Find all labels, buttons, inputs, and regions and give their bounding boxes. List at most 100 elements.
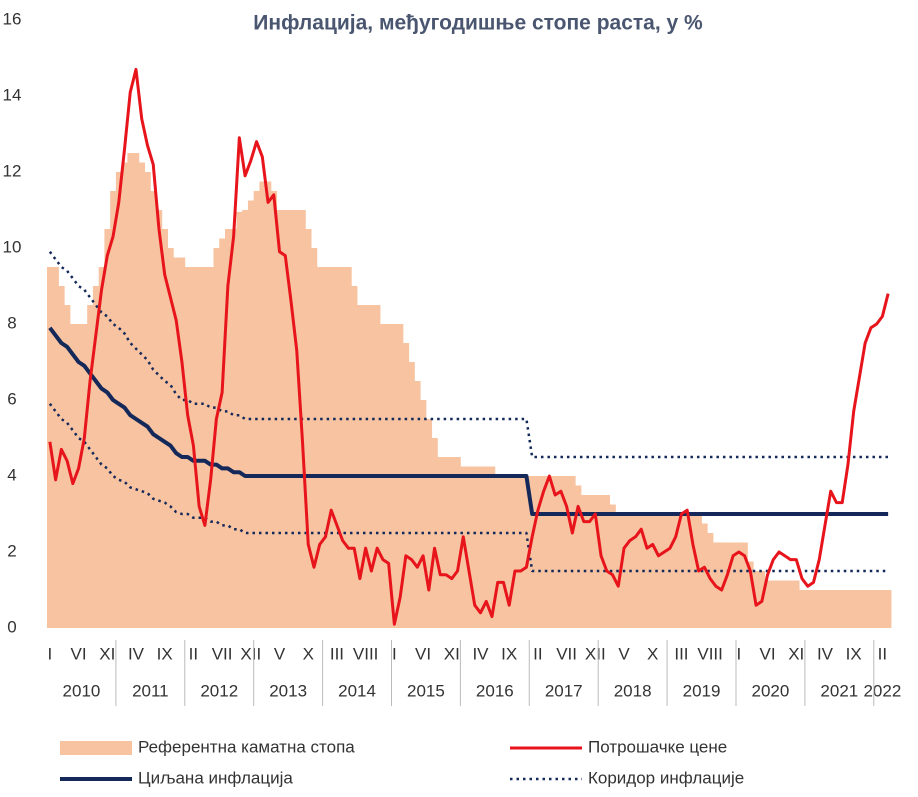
key-rate-bar xyxy=(247,200,255,628)
key-rate-bar xyxy=(477,466,484,628)
x-tick-label: III xyxy=(330,644,344,663)
cpi-line xyxy=(48,67,890,626)
key-rate-bar xyxy=(110,191,117,628)
key-rate-bar xyxy=(138,162,146,628)
key-rate-bar xyxy=(839,590,846,628)
x-tick-label: XII xyxy=(240,644,261,663)
year-label: 2012 xyxy=(200,681,238,700)
key-rate-bar xyxy=(357,305,364,628)
x-tick-label: XI xyxy=(444,644,460,663)
key-rate-bar xyxy=(684,514,691,628)
key-rate-bar xyxy=(563,476,570,628)
key-rate-bar xyxy=(408,362,415,628)
key-rate-bar xyxy=(156,210,163,628)
key-rate-bar xyxy=(517,476,524,628)
x-tick-label: IV xyxy=(817,644,834,663)
x-tick-label: I xyxy=(736,644,741,663)
key-rate-bar xyxy=(339,267,346,628)
key-rate-bar xyxy=(69,324,77,628)
x-tick-label: III xyxy=(674,644,688,663)
key-rate-bar xyxy=(460,466,467,628)
key-rate-bar xyxy=(311,248,318,628)
key-rate-bar xyxy=(644,514,651,628)
key-rate-bar xyxy=(334,267,341,628)
key-rate-bar xyxy=(535,476,542,628)
key-rate-bar xyxy=(207,267,214,628)
year-label: 2018 xyxy=(614,681,652,700)
key-rate-bar xyxy=(230,229,237,628)
year-label: 2017 xyxy=(545,681,583,700)
key-rate-bar xyxy=(454,457,461,628)
key-rate-bar xyxy=(500,476,507,628)
y-tick-label: 0 xyxy=(7,617,16,636)
key-rate-bar xyxy=(747,561,754,628)
key-rate-bar xyxy=(414,381,421,628)
key-rate-bar xyxy=(121,162,128,628)
x-tick-label: VIII xyxy=(697,644,723,663)
key-rate-bar xyxy=(833,590,840,628)
key-rate-bar xyxy=(776,580,783,628)
y-tick-label: 6 xyxy=(7,389,16,408)
key-rate-bar xyxy=(259,181,266,628)
key-rate-bar xyxy=(184,267,191,628)
key-rate-bar xyxy=(179,257,186,628)
key-rate-bar xyxy=(730,542,737,628)
key-rate-bar xyxy=(735,542,743,628)
legend-label: Потрошачке цене xyxy=(588,737,727,756)
x-tick-label: II xyxy=(189,644,198,663)
x-tick-label: V xyxy=(618,644,630,663)
legend-label: Циљана инфлација xyxy=(138,768,293,787)
key-rate-bar xyxy=(202,267,209,628)
key-rate-bar xyxy=(270,191,278,628)
key-rate-bar xyxy=(305,229,312,628)
y-tick-label: 8 xyxy=(7,313,16,332)
key-rate-bar xyxy=(425,419,433,628)
key-rate-bar xyxy=(253,191,260,628)
x-tick-label: XII xyxy=(585,644,606,663)
y-tick-label: 14 xyxy=(3,85,22,104)
key-rate-bar xyxy=(167,248,174,628)
key-rate-bar xyxy=(351,286,358,628)
key-rate-bar xyxy=(827,590,834,628)
key-rate-bar xyxy=(764,580,771,628)
x-tick-label: VI xyxy=(71,644,87,663)
key-rate-bar xyxy=(575,485,582,628)
key-rate-bar xyxy=(293,210,301,628)
key-rate-bar xyxy=(322,267,329,628)
key-rate-bar xyxy=(196,267,203,628)
key-rate-bar xyxy=(443,457,450,628)
x-tick-label: VI xyxy=(760,644,776,663)
key-rate-bar xyxy=(219,238,226,628)
year-label: 2019 xyxy=(683,681,721,700)
key-rate-bar xyxy=(466,466,473,628)
key-rate-bar xyxy=(816,590,823,628)
x-tick-label: IX xyxy=(846,644,862,663)
key-rate-bar xyxy=(265,181,272,628)
x-tick-label: X xyxy=(303,644,314,663)
x-tick-label: I xyxy=(48,644,53,663)
key-rate-bar xyxy=(362,305,369,628)
x-tick-label: X xyxy=(647,644,658,663)
key-rate-bar xyxy=(810,590,817,628)
key-rate-bar xyxy=(58,286,65,628)
key-rate-bar xyxy=(144,172,151,628)
x-tick-label: VIII xyxy=(353,644,379,663)
x-tick-label: II xyxy=(878,644,887,663)
key-rate-bar xyxy=(127,153,134,628)
key-rate-bar xyxy=(98,267,105,628)
key-rate-bar xyxy=(81,324,88,628)
y-tick-label: 12 xyxy=(3,161,22,180)
x-tick-label: IX xyxy=(501,644,517,663)
key-rate-bar xyxy=(512,476,519,628)
key-rate-bar xyxy=(873,590,880,628)
key-rate-bar xyxy=(845,590,852,628)
year-label: 2010 xyxy=(63,681,101,700)
legend-label: Коридор инфлације xyxy=(588,768,744,787)
key-rate-bar xyxy=(133,153,140,628)
key-rate-bar xyxy=(242,210,249,628)
key-rate-bar xyxy=(437,457,444,628)
key-rate-bar xyxy=(52,267,59,628)
x-tick-label: V xyxy=(274,644,286,663)
key-rate-bar xyxy=(92,286,100,628)
